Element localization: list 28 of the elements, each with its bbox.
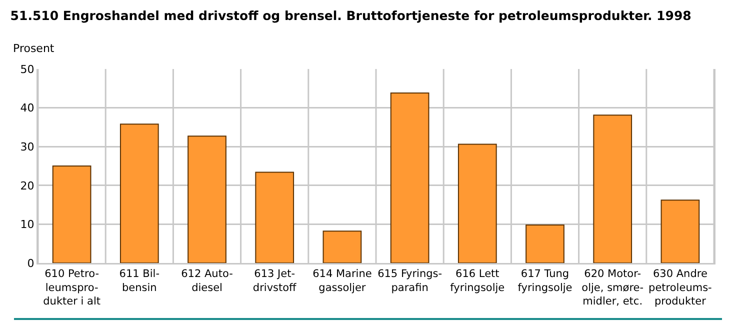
bar bbox=[188, 136, 226, 263]
y-tick-label: 50 bbox=[20, 62, 34, 76]
y-tick-label: 40 bbox=[20, 102, 34, 115]
x-tick-label: 617 Tung fyringsolje bbox=[518, 268, 572, 294]
bar bbox=[390, 92, 430, 263]
bar bbox=[660, 200, 700, 263]
x-tick-label: 630 Andre petroleums- produkter bbox=[648, 268, 712, 308]
bar bbox=[526, 224, 564, 263]
x-tick-label: 614 Marine gassoljer bbox=[312, 268, 372, 294]
y-tick-label: 20 bbox=[20, 179, 34, 192]
bar bbox=[458, 144, 497, 263]
x-tick-label: 611 Bil- bensin bbox=[119, 268, 160, 294]
x-tick-label: 615 Fyrings- parafin bbox=[378, 268, 442, 294]
bar bbox=[593, 114, 632, 263]
x-tick-label: 616 Lett fyringsolje bbox=[450, 268, 505, 294]
y-tick-label: 0 bbox=[27, 256, 34, 270]
y-tick-label: 10 bbox=[20, 218, 34, 232]
bar bbox=[255, 172, 294, 263]
chart-title: 51.510 Engroshandel med drivstoff og brensel. Bruttofortjeneste for petroleumsprodukter. 1998 bbox=[10, 8, 692, 24]
y-axis-title: Prosent bbox=[13, 42, 55, 55]
y-tick-label: 30 bbox=[20, 140, 34, 154]
x-tick-label: 620 Motor- olje, smøre- midler, etc. bbox=[582, 268, 644, 308]
x-tick-label: 612 Auto- diesel bbox=[181, 268, 234, 294]
x-tick-label: 610 Petro- leumspro- dukter i alt bbox=[43, 268, 100, 308]
bar bbox=[120, 124, 159, 263]
x-tick-label: 613 Jet- drivstoff bbox=[252, 268, 298, 294]
bar bbox=[52, 166, 92, 263]
bar bbox=[322, 230, 362, 263]
